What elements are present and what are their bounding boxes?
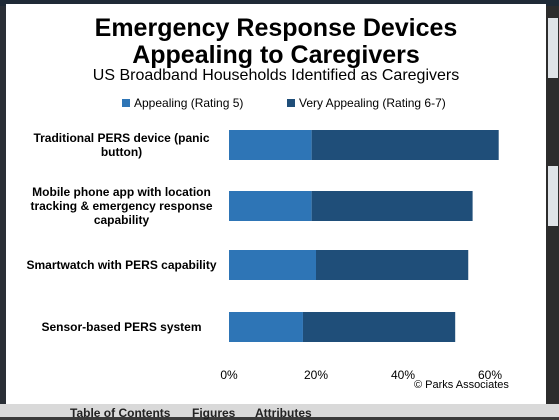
category-label-line: Smartwatch with PERS capability (26, 258, 217, 272)
legend-swatch-appealing (122, 99, 130, 107)
tab-attributes[interactable]: Attributes (255, 406, 312, 420)
chart-legend: Appealing (Rating 5) Very Appealing (Rat… (6, 96, 546, 112)
bar-segment-appealing (229, 191, 312, 221)
bar-segment-appealing (229, 312, 303, 342)
category-label-line: button) (100, 145, 143, 159)
background-window-strip (0, 0, 559, 6)
category-label-line: Sensor-based PERS system (41, 320, 202, 334)
bar-segment-appealing (229, 130, 312, 160)
category-label-line: tracking & emergency response (30, 199, 213, 213)
background-left-edge (0, 6, 6, 406)
legend-label-very-appealing: Very Appealing (Rating 6-7) (299, 96, 446, 110)
legend-label-appealing: Appealing (Rating 5) (134, 96, 244, 110)
legend-item-very-appealing: Very Appealing (Rating 6-7) (287, 96, 446, 110)
chart-plot-area (229, 130, 499, 342)
bar-segment-very-appealing (316, 250, 469, 280)
x-tick-label: 0% (220, 368, 238, 382)
chart-title-line-1: Emergency Response Devices (94, 14, 458, 42)
background-right-edge (546, 6, 559, 406)
bar-segment-very-appealing (311, 130, 499, 160)
background-panel-strip (548, 166, 558, 226)
bar-segment-very-appealing (302, 312, 456, 342)
category-label-line: Traditional PERS device (panic (33, 131, 210, 145)
category-label: Mobile phone app with location tracking &… (19, 185, 224, 227)
chart-title-line-2: Appealing to Caregivers (132, 41, 420, 69)
tab-figures[interactable]: Figures (192, 406, 236, 420)
category-label: Sensor-based PERS system (19, 320, 224, 334)
category-label: Smartwatch with PERS capability (19, 258, 224, 272)
legend-item-appealing: Appealing (Rating 5) (122, 96, 243, 110)
category-label: Traditional PERS device (panic button) (19, 131, 224, 159)
background-panel-strip (548, 18, 558, 78)
bar-segment-very-appealing (311, 191, 473, 221)
legend-swatch-very-appealing (287, 99, 295, 107)
chart-subtitle: US Broadband Households Identified as Ca… (92, 67, 460, 84)
background-tab-bar: Table of Contents Figures Attributes (0, 404, 559, 420)
source-credit: © Parks Associates (414, 379, 509, 391)
category-label-line: Mobile phone app with location (32, 185, 211, 199)
x-tick-label: 40% (390, 368, 416, 382)
bar-segment-appealing (229, 250, 316, 280)
x-tick-label: 60% (477, 368, 503, 382)
chart-card: Emergency Response Devices Appealing to … (6, 4, 546, 404)
category-label-line: capability (93, 213, 150, 227)
tab-table-of-contents[interactable]: Table of Contents (70, 406, 171, 420)
x-tick-label: 20% (303, 368, 329, 382)
